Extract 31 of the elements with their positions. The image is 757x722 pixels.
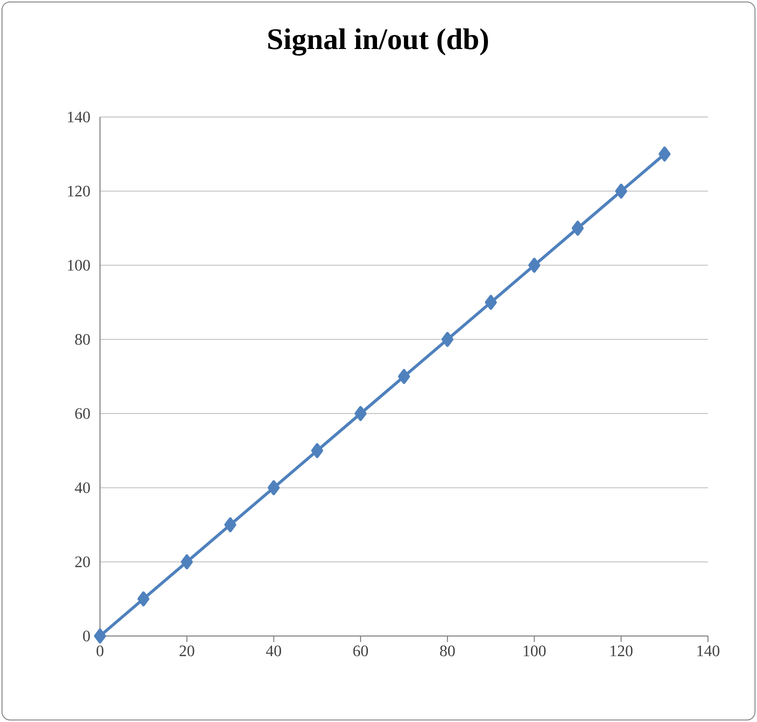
y-tick-label: 60 bbox=[75, 408, 90, 419]
y-tick-label: 140 bbox=[68, 112, 90, 122]
point bbox=[528, 258, 540, 273]
x-tick-label: 60 bbox=[353, 646, 368, 656]
point bbox=[615, 184, 628, 199]
point bbox=[398, 369, 410, 384]
point bbox=[311, 443, 324, 458]
y-tick-label: 120 bbox=[68, 186, 90, 197]
y-tick-label: 40 bbox=[74, 482, 90, 494]
chart-title: Signal in/out (db) bbox=[268, 28, 488, 56]
x-tick-label: 140 bbox=[697, 646, 720, 656]
point bbox=[484, 294, 497, 310]
x-tick-label: 120 bbox=[610, 646, 632, 656]
point bbox=[441, 332, 454, 347]
y-tick-label: 80 bbox=[75, 334, 90, 345]
point bbox=[268, 480, 280, 496]
x-tick-label: 80 bbox=[440, 646, 455, 656]
point bbox=[354, 406, 367, 422]
point bbox=[94, 628, 106, 644]
y-tick-label: 0 bbox=[83, 630, 90, 642]
y-tick-label: 20 bbox=[75, 556, 90, 568]
point bbox=[180, 554, 193, 570]
point bbox=[658, 146, 671, 162]
y-tick-label: 100 bbox=[68, 260, 90, 271]
x-tick-label: 100 bbox=[524, 646, 546, 656]
point bbox=[224, 517, 236, 532]
x-tick-label: 20 bbox=[180, 646, 194, 656]
point bbox=[137, 591, 150, 606]
x-tick-label: 0 bbox=[96, 646, 104, 656]
x-tick-label: 40 bbox=[266, 646, 282, 656]
point bbox=[572, 220, 584, 236]
